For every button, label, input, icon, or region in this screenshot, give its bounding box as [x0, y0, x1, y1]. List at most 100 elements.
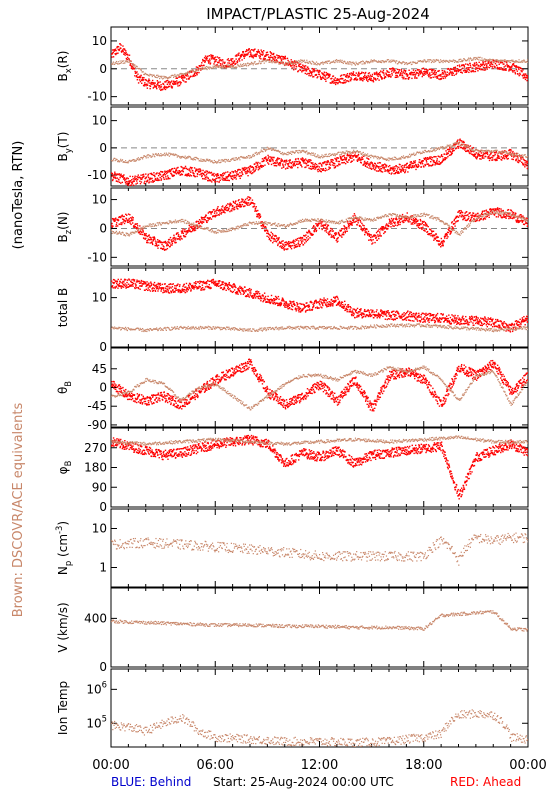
data-point — [220, 161, 222, 163]
data-point — [195, 69, 197, 71]
data-point — [236, 173, 238, 175]
data-point — [319, 162, 322, 165]
data-point — [114, 63, 116, 66]
data-point — [496, 61, 498, 63]
data-point — [141, 228, 144, 230]
data-point — [415, 153, 417, 155]
data-point — [428, 61, 430, 63]
data-point — [249, 157, 251, 159]
data-point — [507, 152, 509, 154]
data-point — [326, 73, 328, 76]
data-point — [405, 155, 407, 158]
data-point — [354, 64, 357, 66]
data-point — [218, 162, 220, 164]
data-point — [156, 177, 159, 179]
data-point — [222, 177, 225, 180]
data-point — [427, 69, 429, 71]
data-point — [477, 152, 479, 155]
data-point — [393, 68, 395, 70]
data-point — [222, 160, 224, 162]
data-point — [424, 158, 426, 161]
data-point — [308, 153, 310, 155]
data-point — [202, 160, 205, 162]
data-point — [502, 151, 504, 154]
data-point — [174, 242, 176, 244]
data-point — [166, 78, 169, 80]
data-point — [210, 160, 212, 162]
data-point — [342, 78, 344, 80]
data-point — [205, 67, 207, 70]
data-point — [141, 178, 143, 181]
data-point — [438, 61, 440, 64]
data-point — [339, 81, 341, 83]
data-point — [251, 172, 253, 175]
data-point — [489, 58, 491, 60]
data-point — [285, 159, 288, 161]
data-point — [164, 86, 166, 89]
data-point — [235, 54, 238, 56]
data-point — [433, 61, 435, 63]
data-point — [408, 153, 411, 155]
data-point — [328, 60, 330, 62]
data-point — [366, 155, 368, 157]
data-point — [256, 63, 259, 65]
data-point — [483, 58, 485, 60]
data-point — [348, 61, 350, 63]
data-point — [339, 154, 341, 156]
data-point — [132, 158, 135, 161]
data-point — [197, 158, 200, 160]
data-point — [413, 160, 415, 163]
data-point — [317, 224, 319, 227]
data-point — [258, 51, 261, 53]
data-point — [500, 59, 502, 61]
data-point — [501, 153, 503, 155]
data-point — [326, 155, 328, 158]
data-point — [293, 239, 295, 242]
data-point — [483, 157, 485, 159]
data-point — [285, 62, 287, 64]
data-point — [489, 154, 491, 156]
data-point — [269, 54, 272, 57]
data-point — [153, 84, 156, 86]
data-point — [509, 61, 512, 64]
data-point — [344, 162, 347, 165]
data-point — [356, 78, 359, 81]
data-point — [286, 163, 289, 165]
data-point — [412, 153, 414, 155]
data-point — [210, 211, 212, 214]
data-point — [197, 220, 200, 223]
data-point — [247, 196, 249, 198]
data-point — [297, 158, 300, 160]
data-point — [152, 82, 154, 84]
data-point — [120, 62, 122, 64]
data-point — [201, 160, 203, 162]
data-point — [216, 64, 218, 66]
data-point — [368, 62, 371, 64]
data-point — [337, 82, 339, 85]
data-point — [186, 72, 188, 74]
data-point — [320, 61, 323, 64]
data-point — [479, 67, 481, 70]
data-point — [126, 161, 128, 164]
data-point — [191, 158, 194, 160]
data-point — [432, 60, 434, 63]
data-point — [120, 215, 123, 217]
data-point — [131, 63, 133, 65]
data-point — [301, 149, 304, 152]
data-point — [263, 148, 265, 150]
data-point — [523, 154, 525, 156]
data-point — [426, 156, 429, 159]
data-point — [324, 153, 326, 156]
data-point — [304, 158, 307, 160]
data-point — [508, 152, 510, 154]
data-point — [430, 74, 432, 76]
data-point — [120, 61, 122, 64]
data-point — [245, 201, 247, 204]
data-point — [230, 159, 233, 161]
data-point — [353, 79, 355, 81]
data-point — [469, 145, 472, 147]
data-point — [337, 152, 339, 154]
data-point — [420, 71, 423, 73]
data-point — [268, 58, 271, 61]
data-point — [423, 152, 425, 154]
